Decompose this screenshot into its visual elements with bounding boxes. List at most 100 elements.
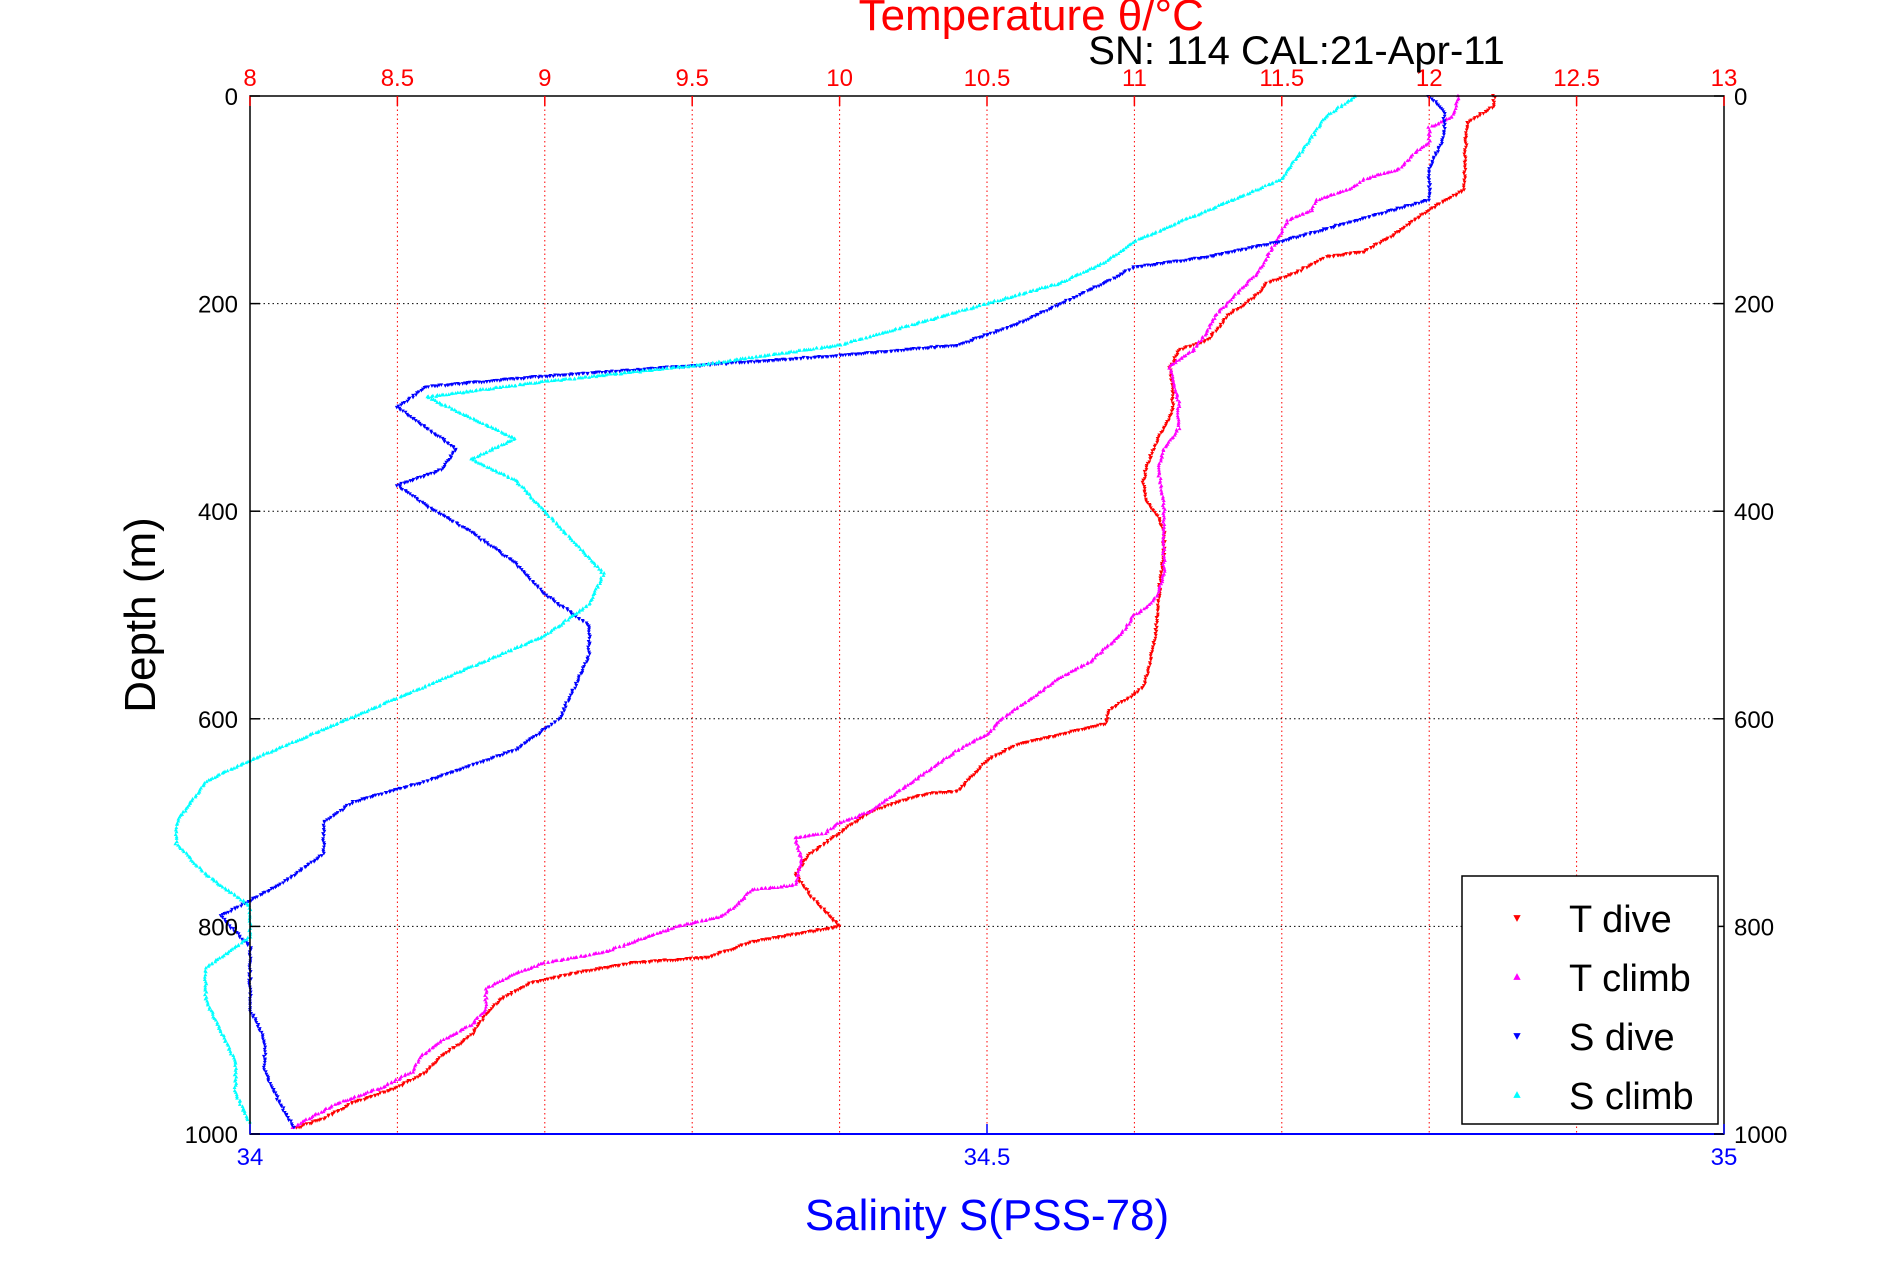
depth-tick-label-left: 600 xyxy=(198,707,238,734)
data-point xyxy=(1181,354,1186,358)
data-point xyxy=(1318,258,1323,262)
salinity-tick-label: 34.5 xyxy=(964,1144,1011,1171)
legend-label-t-dive: T dive xyxy=(1569,899,1672,941)
data-point xyxy=(802,834,807,839)
data-point xyxy=(967,340,972,345)
data-point xyxy=(703,918,708,923)
data-point xyxy=(240,937,244,942)
data-point xyxy=(474,1016,479,1020)
data-point xyxy=(1371,213,1376,218)
data-point xyxy=(360,710,365,715)
data-point xyxy=(825,344,830,349)
data-point xyxy=(933,791,938,795)
data-point xyxy=(442,438,447,442)
data-point xyxy=(222,1035,227,1040)
data-point xyxy=(458,411,463,415)
data-point xyxy=(514,971,519,975)
data-point xyxy=(1410,152,1415,157)
data-point xyxy=(776,358,780,363)
data-point xyxy=(1463,131,1468,135)
data-point xyxy=(240,1104,245,1108)
data-point xyxy=(855,815,860,819)
data-point xyxy=(779,935,784,939)
data-point xyxy=(830,917,835,921)
data-point xyxy=(1115,635,1120,639)
data-point xyxy=(528,375,533,380)
data-point xyxy=(1454,193,1458,198)
data-point xyxy=(880,806,884,811)
data-point xyxy=(207,1007,212,1011)
data-point xyxy=(841,819,846,823)
data-point xyxy=(533,375,538,379)
data-point xyxy=(1418,147,1423,152)
data-point xyxy=(1171,222,1176,227)
data-point xyxy=(521,377,526,381)
data-point xyxy=(805,888,810,892)
data-point xyxy=(212,878,217,883)
data-point xyxy=(234,765,239,769)
data-point xyxy=(543,374,548,379)
data-point xyxy=(1202,340,1207,344)
data-point xyxy=(1462,148,1467,152)
data-point xyxy=(358,1098,363,1103)
data-point xyxy=(471,1020,476,1025)
data-point xyxy=(837,820,842,825)
data-point xyxy=(1428,129,1433,134)
data-point xyxy=(501,384,505,389)
data-point xyxy=(787,883,792,887)
data-point xyxy=(368,795,373,800)
data-point xyxy=(762,938,767,942)
data-point xyxy=(582,954,587,958)
data-point xyxy=(1426,176,1431,180)
data-point xyxy=(436,678,441,683)
data-point xyxy=(1128,619,1133,624)
data-point xyxy=(476,536,481,540)
data-point xyxy=(1294,236,1299,240)
data-point xyxy=(754,939,759,944)
data-point xyxy=(1146,665,1151,670)
data-point xyxy=(497,754,502,758)
data-point xyxy=(1199,210,1204,215)
data-point xyxy=(1352,219,1357,224)
data-point xyxy=(1188,215,1192,219)
data-point xyxy=(657,367,662,372)
data-point xyxy=(1293,157,1298,162)
data-point xyxy=(870,808,875,812)
data-point xyxy=(600,371,604,375)
data-point xyxy=(438,512,443,517)
data-point xyxy=(321,839,325,843)
data-point xyxy=(335,1101,340,1106)
data-point xyxy=(1170,436,1174,440)
data-point xyxy=(763,885,768,890)
data-point xyxy=(815,900,819,904)
data-point xyxy=(1160,551,1165,556)
data-point xyxy=(254,1020,259,1025)
data-point xyxy=(572,612,577,616)
data-point xyxy=(1367,176,1372,180)
data-point xyxy=(1071,729,1076,733)
data-point xyxy=(1041,688,1046,693)
data-point xyxy=(670,959,675,963)
data-point xyxy=(1034,288,1039,292)
data-point xyxy=(797,867,802,871)
data-point xyxy=(991,300,996,304)
data-point xyxy=(266,889,271,894)
data-point xyxy=(844,817,849,822)
data-point xyxy=(974,304,979,309)
data-point xyxy=(642,936,646,940)
data-point xyxy=(811,849,816,853)
data-point xyxy=(1157,433,1162,438)
data-point xyxy=(793,933,798,937)
data-point xyxy=(534,500,539,505)
data-point xyxy=(487,379,492,384)
salinity-axis-title: Salinity S(PSS-78) xyxy=(805,1191,1169,1240)
data-point xyxy=(484,1002,489,1007)
data-point xyxy=(481,387,485,391)
data-point xyxy=(1148,504,1152,508)
data-point xyxy=(1462,165,1467,170)
data-point xyxy=(239,904,244,909)
data-point xyxy=(1155,437,1160,441)
data-point xyxy=(1348,98,1353,102)
data-point xyxy=(1039,285,1044,290)
